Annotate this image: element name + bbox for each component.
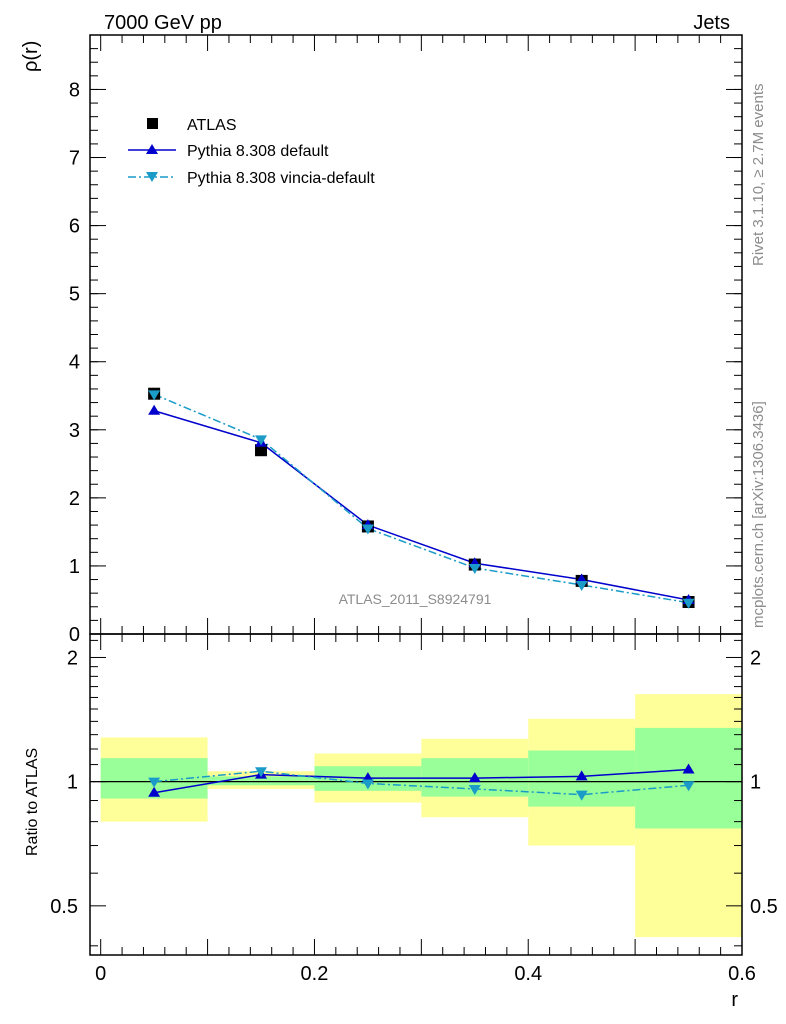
ratio-point-pythia-vincia [575, 790, 588, 801]
data-point-pythia-vincia [255, 435, 268, 446]
legend-marker-atlas [147, 118, 158, 129]
data-point-pythia-vincia [148, 390, 161, 401]
main-y-tick-label: 2 [69, 488, 80, 510]
main-y-tick-label: 0 [69, 624, 80, 646]
ratio-y-tick-label-left: 1 [67, 772, 78, 794]
series-line-pythia-default [153, 410, 689, 601]
ratio-x-tick-label: 0 [95, 963, 106, 985]
data-point-pythia-vincia [682, 598, 695, 609]
data-point-pythia-vincia [361, 524, 374, 535]
main-y-tick-label: 4 [69, 352, 80, 374]
ratio-y-tick-label-right: 0.5 [750, 896, 778, 918]
main-y-tick-label: 3 [69, 420, 80, 442]
ratio-band-stat [635, 727, 742, 829]
ratio-point-pythia-vincia [361, 779, 374, 790]
series-line-pythia-vincia [153, 393, 689, 604]
main-y-tick-label: 7 [69, 148, 80, 170]
legend-marker-pythia-default [146, 144, 158, 154]
ratio-line-pythia-vincia [154, 770, 689, 796]
ratio-y-tick-label-left: 0.5 [50, 896, 78, 918]
data-point-atlas [255, 444, 268, 457]
x-axis-title: r [731, 989, 738, 1011]
header-right: Jets [693, 12, 730, 34]
main-y-tick-label: 1 [69, 556, 80, 578]
ratio-point-pythia-default [468, 772, 481, 783]
ratio-y-tick-label-left: 2 [67, 647, 78, 669]
ratio-point-pythia-default [575, 770, 588, 781]
ratio-x-tick-label: 0.6 [728, 963, 756, 985]
analysis-id-label: ATLAS_2011_S8924791 [339, 591, 492, 607]
legend-marker-pythia-vincia [146, 172, 158, 182]
data-point-pythia-vincia [575, 580, 588, 591]
ratio-y-tick-label-right: 2 [750, 647, 761, 669]
ratio-point-pythia-vincia [255, 767, 268, 778]
ratio-plot-frame [89, 633, 743, 956]
ratio-point-pythia-vincia [148, 777, 161, 788]
ratio-x-tick-label: 0.2 [301, 963, 329, 985]
legend-label-atlas: ATLAS [187, 117, 237, 134]
main-y-tick-label: 8 [69, 79, 80, 101]
ratio-y-axis-title: Ratio to ATLAS [24, 748, 41, 856]
rivet-version-label: Rivet 3.1.10, ≥ 2.7M events [750, 84, 767, 267]
data-point-pythia-default [148, 404, 161, 415]
ratio-point-pythia-default [682, 763, 695, 774]
legend: ATLAS Pythia 8.308 default Pythia 8.308 … [128, 117, 375, 187]
ratio-y-tick-label-right: 1 [750, 772, 761, 794]
ratio-band-stat [207, 776, 315, 786]
legend-label-pythia-default: Pythia 8.308 default [187, 143, 329, 160]
ratio-line-pythia-default [154, 768, 689, 794]
main-y-tick-label: 6 [69, 216, 80, 238]
ratio-point-pythia-vincia [682, 781, 695, 792]
header-left: 7000 GeV pp [104, 12, 222, 34]
mcplots-label: mcplots.cern.ch [arXiv:1306.3436] [750, 401, 767, 628]
data-point-pythia-vincia [468, 563, 481, 574]
ratio-point-pythia-default [148, 786, 161, 797]
main-y-axis-title: ρ(r) [20, 41, 42, 72]
ratio-point-pythia-vincia [468, 784, 481, 795]
ratio-x-tick-label: 0.4 [514, 963, 542, 985]
legend-label-pythia-vincia: Pythia 8.308 vincia-default [187, 170, 375, 187]
main-y-tick-label: 5 [69, 284, 80, 306]
